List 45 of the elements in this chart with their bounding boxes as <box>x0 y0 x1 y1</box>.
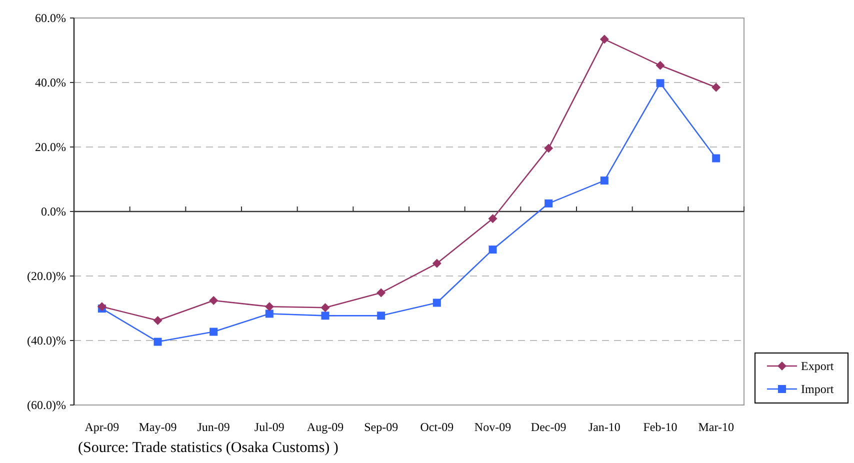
point <box>376 288 386 298</box>
x-tick-label: Nov-09 <box>474 420 512 434</box>
legend-label: Import <box>801 382 834 396</box>
x-tick-label: Jul-09 <box>254 420 284 434</box>
point <box>712 82 721 92</box>
x-tick-label: Jan-10 <box>588 420 620 434</box>
point <box>321 312 330 320</box>
x-tick-label: May-09 <box>138 420 177 434</box>
point <box>488 246 497 254</box>
point <box>209 296 218 306</box>
y-tick-label: 60.0% <box>35 11 66 26</box>
y-tick-label: 0.0% <box>41 204 66 219</box>
legend-label: Export <box>801 359 834 374</box>
point <box>432 298 441 307</box>
point <box>600 176 608 185</box>
x-tick-label: Mar-10 <box>698 420 734 434</box>
point <box>712 154 720 162</box>
y-tick-label: (40.0)% <box>27 334 66 348</box>
point <box>154 338 162 346</box>
text: (Source: Trade statistics (Osaka Customs) ) <box>78 440 338 456</box>
x-tick-label: Aug-09 <box>306 420 344 434</box>
point <box>432 258 442 268</box>
point <box>544 144 554 153</box>
y-tick-label: 20.0% <box>35 140 66 154</box>
x-tick-label: Feb-10 <box>643 420 678 434</box>
y-tick-label: (60.0)% <box>27 398 66 412</box>
x-tick-label: Apr-09 <box>84 420 120 434</box>
y-tick-label: 40.0% <box>35 76 66 90</box>
point <box>264 302 274 312</box>
x-tick-label: Oct-09 <box>420 420 454 434</box>
point <box>377 312 386 320</box>
point <box>153 316 162 326</box>
point <box>656 79 664 88</box>
x-tick-label: Sep-09 <box>364 420 398 434</box>
point <box>265 310 274 318</box>
point <box>97 302 106 312</box>
x-tick-label: Jun-09 <box>197 420 230 434</box>
point <box>488 214 498 224</box>
point <box>656 60 665 70</box>
point <box>320 303 330 312</box>
point <box>544 199 553 208</box>
point <box>600 34 609 44</box>
x-tick-label: Dec-09 <box>530 420 566 434</box>
y-tick-label: (20.0)% <box>27 269 66 284</box>
point <box>210 328 218 336</box>
